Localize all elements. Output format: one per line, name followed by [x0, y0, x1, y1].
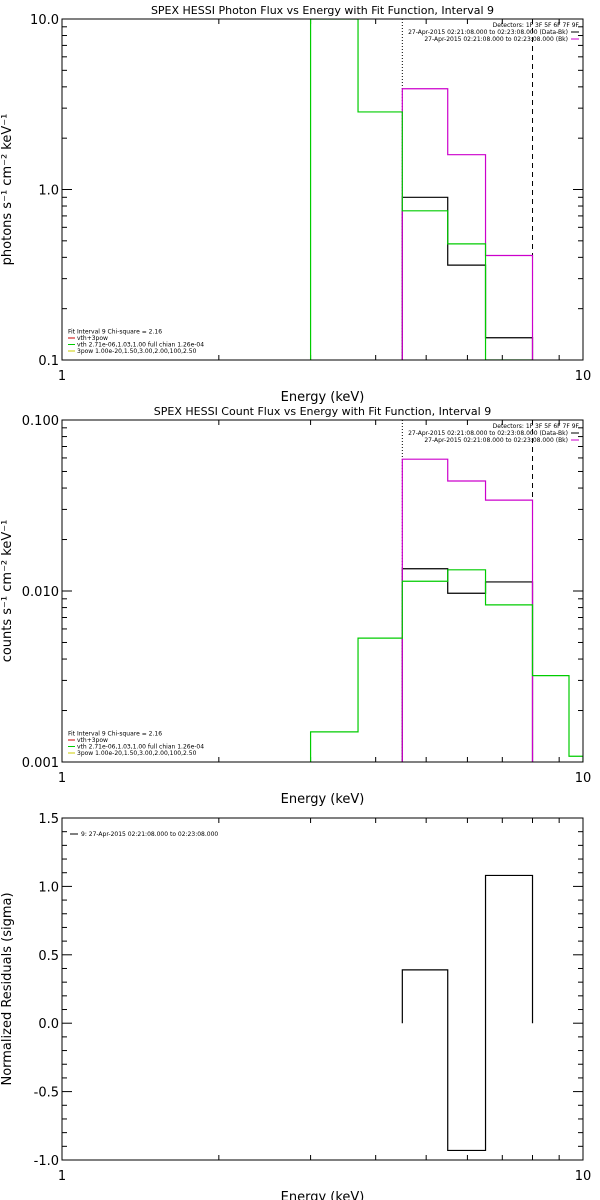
x-tick-label-count: 1	[58, 771, 66, 786]
y-tick-label-resid: -1.0	[34, 1154, 59, 1169]
y-tick-label-resid: -0.5	[34, 1086, 59, 1101]
series-line-photon-vth-3pow	[309, 19, 533, 360]
legend-entry-photon: 27-Apr-2015 02:21:08.000 to 02:23:08.000…	[408, 29, 568, 36]
y-axis-label-count: counts s⁻¹ cm⁻² keV⁻¹	[0, 520, 15, 663]
legend-header-photon: Fit Interval 9 Chi-square = 2.16	[68, 329, 162, 336]
y-tick-label-count: 0.001	[22, 756, 59, 771]
series-line-count-bk	[401, 458, 534, 762]
series-line-count-data-bk	[401, 568, 534, 762]
x-tick-label-photon: 1	[58, 369, 66, 384]
x-axis-label-count: Energy (keV)	[281, 792, 365, 807]
series-line-count-vth-3pow	[309, 569, 583, 762]
plot-frame-count	[61, 419, 584, 763]
legend-entry-photon: 27-Apr-2015 02:21:08.000 to 02:23:08.000…	[424, 36, 568, 43]
legend-entry-photon: vth+3pow	[77, 335, 108, 342]
x-tick-label-photon: 10	[575, 369, 592, 384]
legend-entry-photon: vth 2.71e-06,1.03,1.00 full chian 1.26e-…	[77, 342, 204, 349]
plot-frame-resid	[61, 817, 584, 1161]
y-tick-label-resid: 1.5	[38, 812, 59, 827]
legend-entry-count: 27-Apr-2015 02:21:08.000 to 02:23:08.000…	[408, 430, 568, 437]
y-tick-label-photon: 0.1	[38, 354, 59, 369]
y-tick-label-count: 0.100	[22, 414, 59, 429]
series-line-photon-data-bk	[401, 196, 534, 360]
legend-entry-count: 3pow 1.00e-20,1.50,3.00,2.00,100,2.50	[77, 750, 197, 757]
y-tick-label-resid: 1.0	[38, 880, 59, 895]
x-tick-label-resid: 1	[58, 1169, 66, 1184]
legend-entry-photon: 3pow 1.00e-20,1.50,3.00,2.00,100,2.50	[77, 348, 197, 355]
legend-entry-count: vth 2.71e-06,1.03,1.00 full chian 1.26e-…	[77, 744, 204, 751]
x-tick-label-resid: 10	[575, 1169, 592, 1184]
series-line-resid-residual	[401, 874, 534, 1152]
series-line-photon-bk	[401, 88, 534, 360]
y-axis-label-resid: Normalized Residuals (sigma)	[0, 892, 15, 1085]
y-tick-label-count: 0.010	[22, 585, 59, 600]
x-tick-label-count: 10	[575, 771, 592, 786]
chart-title-photon: SPEX HESSI Photon Flux vs Energy with Fi…	[151, 4, 494, 17]
y-tick-label-photon: 1.0	[38, 184, 59, 199]
legend-entry-resid: 9: 27-Apr-2015 02:21:08.000 to 02:23:08.…	[81, 831, 218, 838]
x-axis-label-photon: Energy (keV)	[281, 390, 365, 405]
y-tick-label-photon: 10.0	[30, 13, 59, 28]
legend-entry-count: 27-Apr-2015 02:21:08.000 to 02:23:08.000…	[424, 437, 568, 444]
legend-header-photon: Detectors: 1F 3F 5F 6F 7F 9F	[493, 22, 580, 29]
legend-header-count: Fit Interval 9 Chi-square = 2.16	[68, 731, 162, 738]
y-tick-label-resid: 0.0	[38, 1017, 59, 1032]
chart-title-count: SPEX HESSI Count Flux vs Energy with Fit…	[154, 405, 491, 418]
x-axis-label-resid: Energy (keV)	[281, 1190, 365, 1200]
y-tick-label-resid: 0.5	[38, 949, 59, 964]
plot-frame-photon	[61, 18, 584, 361]
legend-entry-count: vth+3pow	[77, 737, 108, 744]
y-axis-label-photon: photons s⁻¹ cm⁻² keV⁻¹	[0, 114, 15, 266]
legend-header-count: Detectors: 1F 3F 5F 6F 7F 9F	[493, 423, 580, 430]
